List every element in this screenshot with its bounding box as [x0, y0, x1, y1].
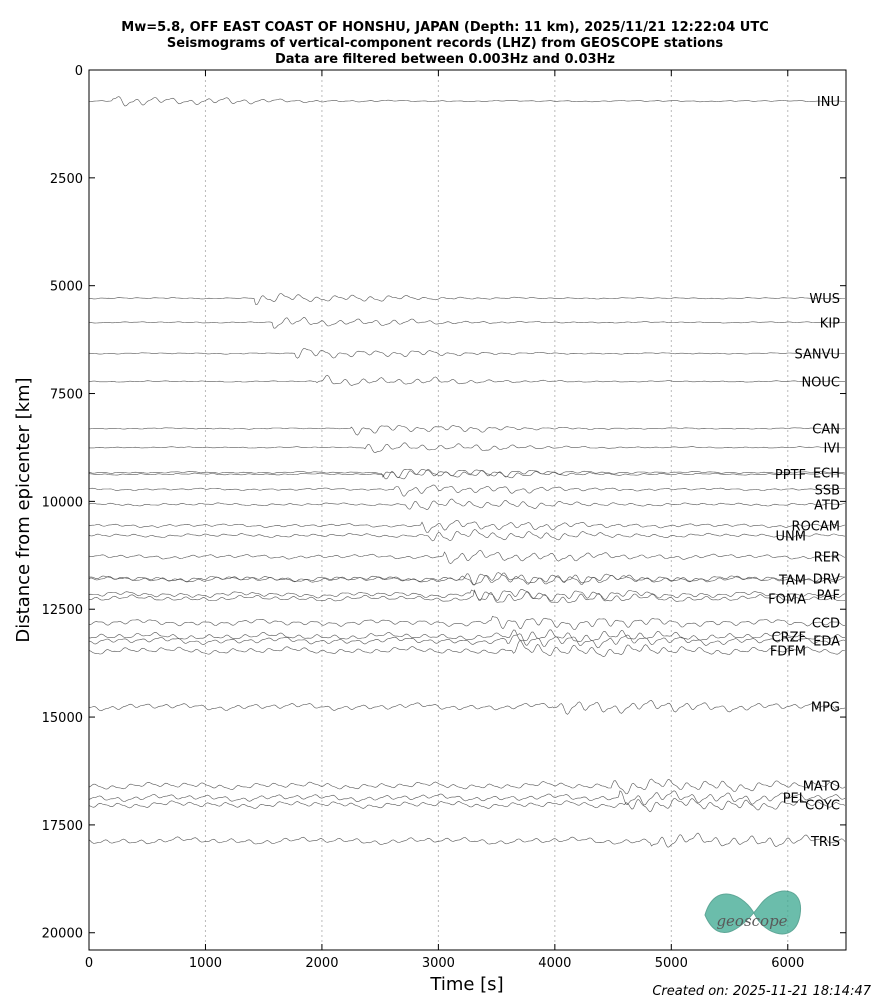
station-label: WUS [809, 292, 840, 307]
trace [88, 348, 846, 359]
station-label: SSB [815, 483, 840, 498]
trace [89, 442, 846, 453]
station-label: RER [814, 551, 840, 566]
traces [88, 70, 846, 950]
x-tick-label: 6000 [771, 956, 804, 971]
station-label: IVI [823, 441, 840, 456]
trace [88, 633, 846, 649]
trace [88, 425, 846, 436]
logo-text: geoscope [716, 912, 787, 930]
trace [88, 640, 846, 658]
station-label: COYC [805, 799, 840, 814]
y-tick-label: 12500 [42, 603, 83, 618]
x-tick-label: 5000 [655, 956, 688, 971]
plot-frame [88, 69, 847, 951]
station-label: PAF [817, 589, 840, 604]
chart-subtitle: Seismograms of vertical-component record… [167, 36, 723, 51]
station-label: CAN [812, 422, 840, 437]
trace [88, 529, 846, 542]
station-label: FDFM [770, 645, 806, 660]
x-tick-label: 4000 [538, 956, 571, 971]
trace [88, 468, 846, 480]
trace [88, 519, 846, 533]
station-label: TAM [778, 573, 806, 588]
station-label: MATO [803, 780, 840, 795]
x-tick-label: 2000 [305, 956, 338, 971]
trace [89, 700, 846, 715]
x-tick-label: 1000 [189, 956, 222, 971]
trace [88, 790, 846, 806]
station-label: KIP [820, 316, 840, 331]
y-tick-label: 17500 [42, 819, 83, 834]
logo-shape [704, 890, 801, 935]
x-tick-label: 3000 [422, 956, 455, 971]
trace [88, 293, 845, 305]
trace [88, 468, 846, 479]
station-label: ATD [814, 498, 840, 513]
x-axis-label: Time [s] [429, 974, 503, 995]
trace [88, 778, 846, 795]
y-tick-label: 15000 [42, 711, 83, 726]
trace [88, 96, 846, 107]
trace [88, 317, 846, 329]
trace [89, 629, 845, 643]
y-tick-label: 2500 [50, 172, 83, 187]
y-tick-label: 7500 [50, 388, 83, 403]
station-label: MPG [811, 701, 840, 716]
trace [88, 798, 846, 813]
trace [89, 615, 846, 631]
station-label: TRIS [810, 835, 840, 850]
station-label: ROCAM [792, 520, 840, 535]
station-label: DRV [813, 573, 840, 588]
trace [88, 832, 846, 848]
y-tick-label: 0 [75, 64, 83, 79]
station-label: ECH [813, 466, 840, 481]
station-label: EDA [813, 635, 840, 650]
chart-title: Mw=5.8, OFF EAST COAST OF HONSHU, JAPAN … [121, 20, 768, 35]
station-label: FOMA [768, 592, 806, 607]
station-label: PPTF [775, 468, 806, 483]
trace [88, 572, 846, 586]
trace [88, 374, 846, 386]
chart-subtitle: Data are filtered between 0.003Hz and 0.… [275, 52, 615, 67]
logo: geoscope [704, 890, 801, 935]
trace [88, 484, 846, 497]
x-tick-label: 0 [85, 956, 93, 971]
station-label: NOUC [801, 375, 840, 390]
station-label: UNM [776, 529, 806, 544]
trace [89, 589, 846, 604]
station-label: CCD [812, 617, 840, 632]
trace [88, 549, 846, 565]
trace [89, 572, 846, 586]
trace [88, 498, 846, 510]
station-label: PEL [783, 792, 807, 807]
y-axis-label: Distance from epicenter [km] [13, 377, 34, 642]
footer: Created on: 2025-11-21 18:14:47 [652, 984, 871, 999]
station-label: INU [817, 95, 840, 110]
y-tick-label: 5000 [50, 280, 83, 295]
trace [88, 588, 846, 602]
y-tick-label: 10000 [42, 495, 83, 510]
station-label: CRZF [772, 630, 807, 645]
y-tick-label: 20000 [42, 927, 83, 942]
station-label: SANVU [794, 347, 840, 362]
